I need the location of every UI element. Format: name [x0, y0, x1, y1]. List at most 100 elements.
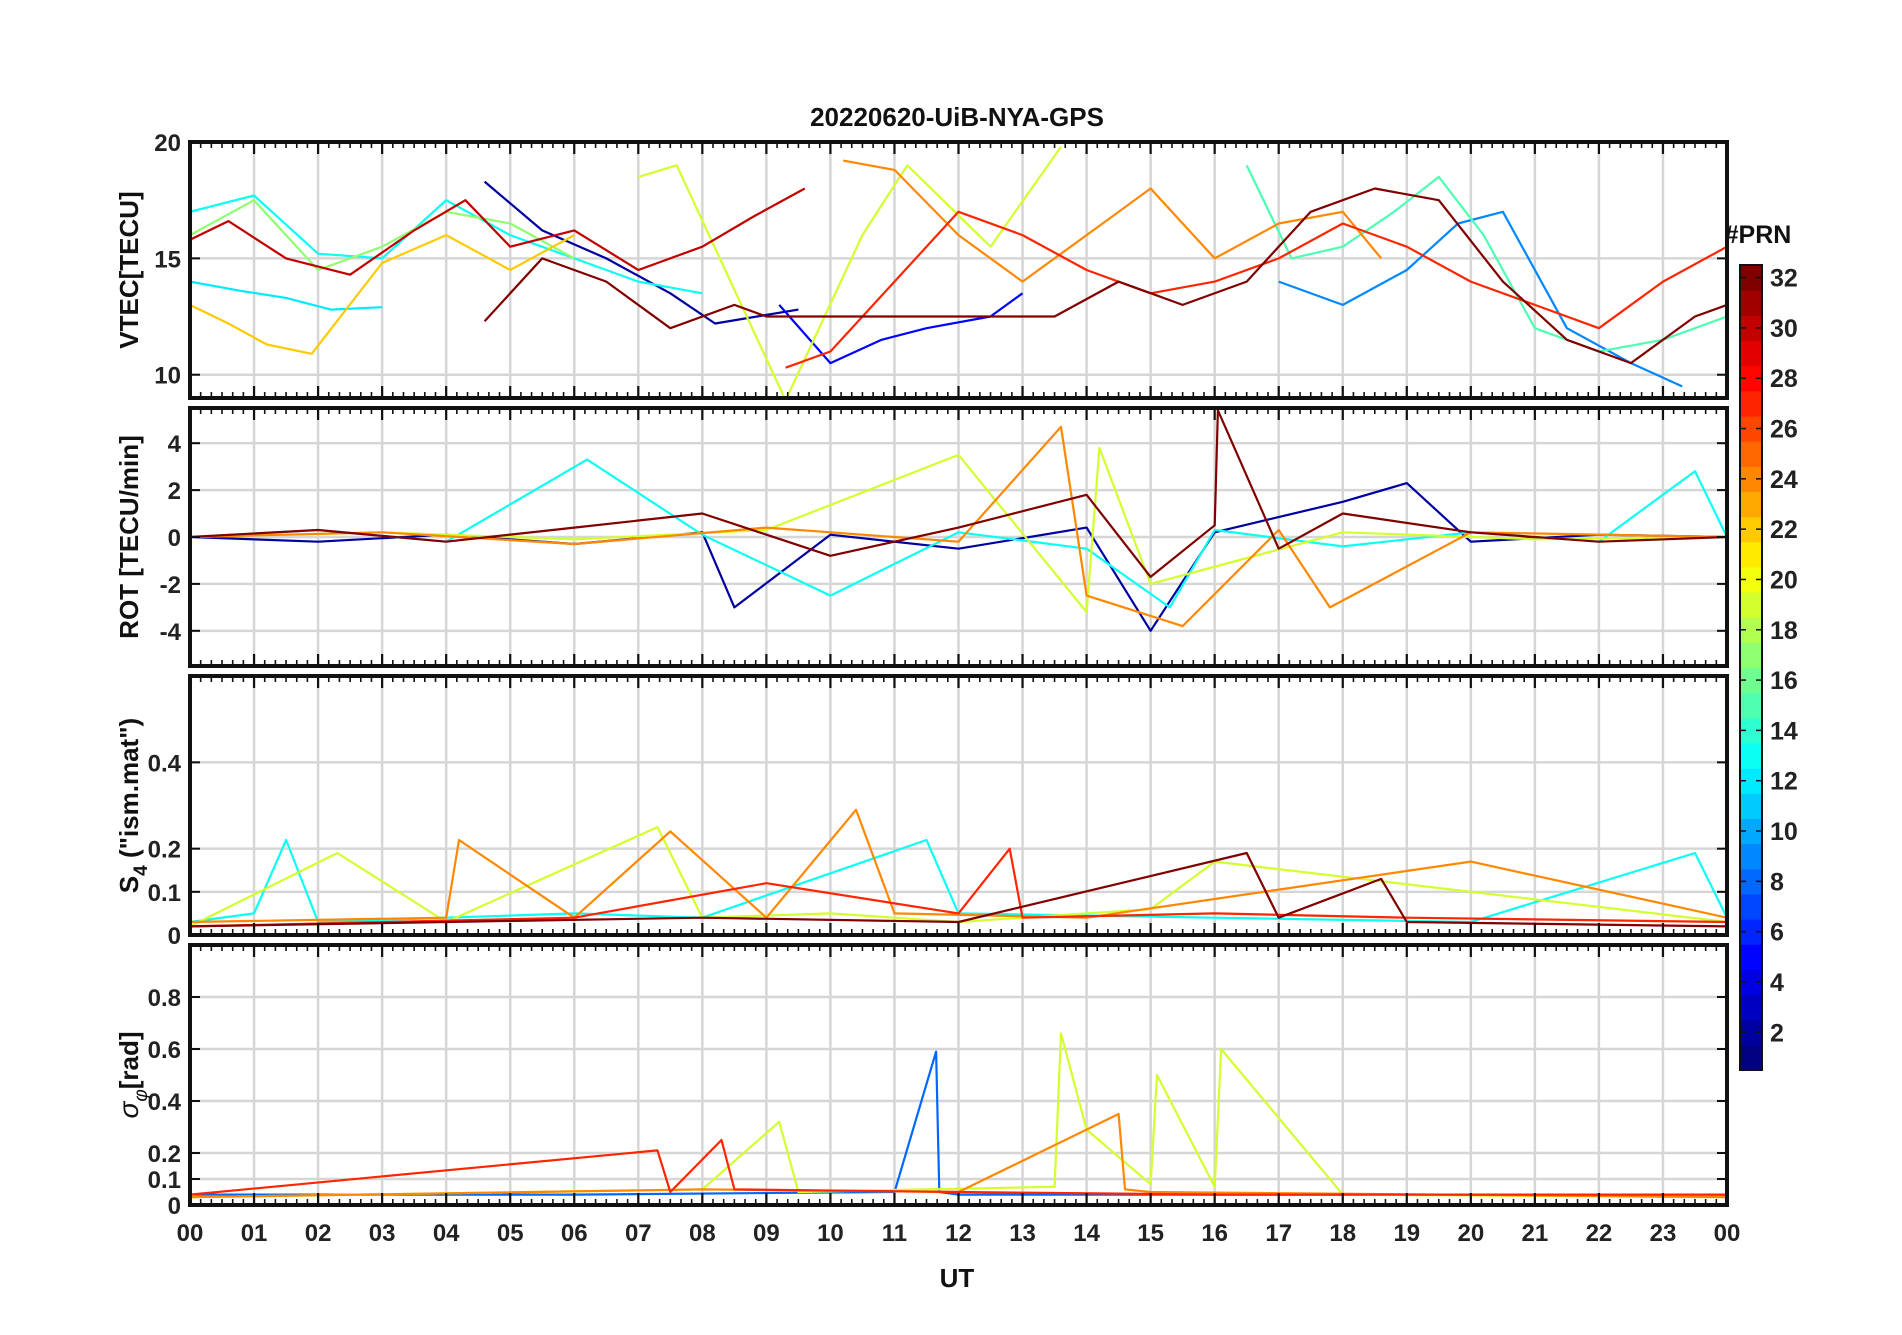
colorbar-tick-label: 20	[1770, 566, 1798, 594]
x-tick-label: 07	[625, 1220, 652, 1247]
colorbar-segment	[1740, 944, 1762, 970]
series-line-prn-19	[190, 825, 1727, 928]
colorbar-segment	[1740, 491, 1762, 518]
colorbar-segment	[1740, 441, 1762, 467]
colorbar-segment	[1740, 893, 1762, 920]
panel-4: 00.10.2 0.4 0.6 0.8 σφ[rad] 00 01 02 03 04 05 06 07 0…	[113, 943, 1740, 1247]
x-tick-label: 13	[1009, 1220, 1036, 1247]
y-tick-label: 0.8	[148, 985, 181, 1012]
y-tick-label: 10	[154, 363, 181, 390]
y-tick-label: -4	[160, 619, 182, 646]
colorbar-segment	[1740, 793, 1762, 820]
x-axis-label: UT	[940, 1263, 975, 1293]
colorbar-segment	[1740, 843, 1762, 870]
plot-frame	[188, 943, 1729, 1207]
series-group	[190, 808, 1727, 928]
colorbar-segment	[1740, 818, 1762, 845]
series-line-prn-24	[843, 159, 1383, 283]
colorbar-tick-label: 30	[1770, 315, 1798, 343]
x-tick-label: 01	[241, 1220, 268, 1247]
colorbar-segment	[1740, 290, 1762, 316]
panel-2: -4 -2 0 2 4 ROT [TECU/min]	[114, 406, 1729, 668]
y-axis-label-main: S	[114, 876, 144, 893]
y-tick-label: 15	[154, 246, 181, 273]
series-line-prn-32	[190, 409, 1727, 579]
colorbar-segment	[1740, 516, 1762, 543]
plot-frame	[188, 674, 1729, 937]
colorbar-tick-label: 28	[1770, 365, 1798, 393]
colorbar-segment	[1740, 390, 1762, 417]
y-tick-label: 0.1	[148, 880, 181, 907]
y-tick-label: 0	[168, 1193, 181, 1220]
colorbar-segment	[1740, 1019, 1762, 1046]
colorbar-tick-label: 14	[1770, 717, 1798, 745]
y-axis-label-rest: [rad]	[114, 1031, 144, 1089]
y-axis-label-rest: ("ism.mat")	[114, 718, 144, 865]
y-axis-label-main: σ	[113, 1101, 144, 1119]
series-line-prn-15	[1245, 164, 1727, 353]
x-tick-label: 06	[561, 1220, 588, 1247]
x-tick-label: 19	[1393, 1220, 1420, 1247]
colorbar-segment	[1740, 315, 1762, 342]
colorbar-segment	[1740, 466, 1762, 493]
series-line-prn-32	[483, 187, 1727, 365]
y-tick-label: 0.4	[148, 750, 182, 777]
colorbar-segment	[1740, 717, 1762, 744]
series-group	[190, 409, 1727, 632]
y-tick-label: 4	[168, 431, 182, 458]
colorbar-segment	[1740, 265, 1762, 291]
series-line-prn-24	[190, 1112, 1727, 1199]
x-tick-label: 23	[1650, 1220, 1677, 1247]
series-line-prn-32	[190, 851, 1727, 928]
x-tick-label: 09	[753, 1220, 780, 1247]
y-tick-label: 0.6	[148, 1037, 181, 1064]
colorbar-tick-label: 8	[1770, 868, 1784, 896]
chart-title: 20220620-UiB-NYA-GPS	[810, 102, 1104, 132]
colorbar-segment	[1740, 994, 1762, 1021]
series-line-prn-27	[190, 847, 1727, 928]
series-line-prn-2	[483, 180, 799, 325]
y-tick-label: 0	[168, 525, 181, 552]
series-line-prn-17	[190, 199, 575, 272]
series-group	[190, 146, 1727, 398]
x-tick-label: 10	[817, 1220, 844, 1247]
colorbar-segment	[1740, 667, 1762, 694]
colorbar-tick-label: 24	[1770, 466, 1798, 494]
colorbar-segment	[1740, 617, 1762, 643]
colorbar-segment	[1740, 541, 1762, 568]
y-tick-label: 0.2	[148, 1141, 181, 1168]
x-tick-label: 22	[1586, 1220, 1613, 1247]
colorbar-frame	[1739, 264, 1763, 1071]
colorbar-tick-label: 4	[1770, 969, 1784, 997]
series-line-prn-22	[190, 234, 575, 355]
colorbar-tick-label: 6	[1770, 919, 1784, 947]
x-tick-label: 15	[1137, 1220, 1164, 1247]
colorbar-segment	[1740, 566, 1762, 593]
colorbar-segment	[1740, 692, 1762, 719]
y-tick-label: 0	[168, 923, 181, 950]
colorbar-tick-label: 2	[1770, 1019, 1784, 1047]
x-tick-label: 03	[369, 1220, 396, 1247]
y-axis-label-sub: 4	[131, 865, 152, 876]
x-tick-label: 14	[1073, 1220, 1100, 1247]
series-line-prn-13	[190, 194, 703, 295]
colorbar-segment	[1740, 742, 1762, 769]
series-line-prn-5	[778, 292, 1024, 365]
plot-frame	[188, 140, 1729, 400]
colorbar-tick-label: 32	[1770, 265, 1798, 293]
y-tick-label: 0.1	[148, 1167, 181, 1194]
colorbar-tick-label: 16	[1770, 667, 1798, 695]
y-tick-label: 2	[168, 478, 181, 505]
series-line-prn-27	[785, 210, 1727, 369]
x-tick-label: 04	[433, 1220, 460, 1247]
colorbar-segment	[1740, 642, 1762, 669]
x-tick-label: 16	[1201, 1220, 1228, 1247]
colorbar-tick-label: 26	[1770, 416, 1798, 444]
colorbar-segment	[1740, 768, 1762, 794]
x-tick-label: 02	[305, 1220, 332, 1247]
x-tick-label: 21	[1522, 1220, 1549, 1247]
series-line-prn-19	[637, 146, 1062, 398]
colorbar-segment	[1740, 1044, 1762, 1071]
